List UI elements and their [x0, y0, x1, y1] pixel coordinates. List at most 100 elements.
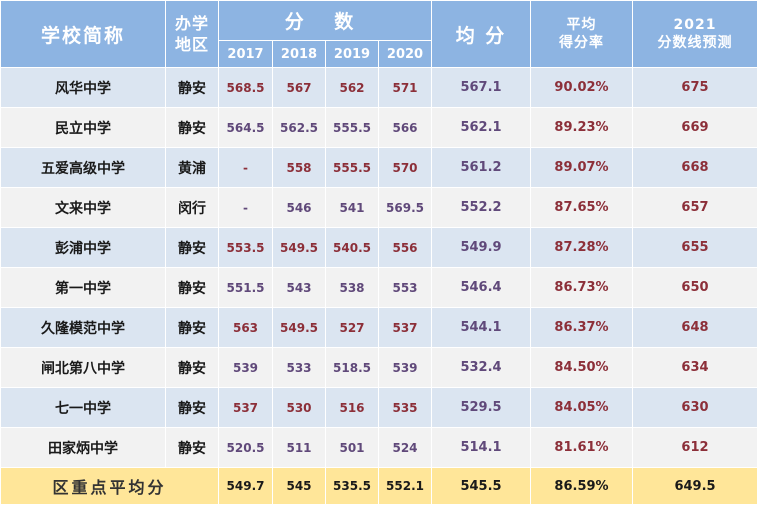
score-2017: 551.5 — [218, 267, 273, 308]
district: 静安 — [165, 427, 219, 468]
average-score: 562.1 — [431, 107, 531, 148]
score-2020: 553 — [378, 267, 432, 308]
district: 静安 — [165, 227, 219, 268]
score-2020: 569.5 — [378, 187, 432, 228]
prediction-2021: 675 — [632, 67, 758, 108]
school-name: 七一中学 — [0, 387, 166, 428]
header-rate-line2: 得分率 — [559, 35, 604, 51]
district: 静安 — [165, 107, 219, 148]
district: 静安 — [165, 67, 219, 108]
school-name: 闸北第八中学 — [0, 347, 166, 388]
score-2019: 555.5 — [325, 107, 379, 148]
header-scores: 分 数 — [218, 0, 432, 41]
school-name: 彭浦中学 — [0, 227, 166, 268]
table-row: 文来中学 闵行 -546 541 569.5 552.2 87.65% 657 — [0, 187, 758, 228]
score-2017: 537 — [218, 387, 273, 428]
score-2020: 566 — [378, 107, 432, 148]
prediction-2021: 655 — [632, 227, 758, 268]
score-2018: 567 — [272, 67, 326, 108]
table-row: 民立中学 静安 564.5 562.5 555.5 566 562.1 89.23% 669 — [0, 107, 758, 148]
average-score: 532.4 — [431, 347, 531, 388]
score-2017: 520.5 — [218, 427, 273, 468]
score-2018: 562.5 — [272, 107, 326, 148]
score-2019: 516 — [325, 387, 379, 428]
footer-row: 区重点平均分 549.7 545 535.5 552.1 545.5 86.59… — [0, 467, 758, 505]
table-row: 彭浦中学 静安 553.5 549.5 540.5 556 549.9 87.28% 655 — [0, 227, 758, 268]
score-2020: 556 — [378, 227, 432, 268]
table-row: 五爱高级中学 黄浦 -558 555.5 570 561.2 89.07% 668 — [0, 147, 758, 188]
average-score: 544.1 — [431, 307, 531, 348]
table-body: 风华中学 静安 568.5 567 562 571 567.1 90.02% 675 民立中学 静安… — [0, 67, 758, 468]
score-rate: 87.65% — [530, 187, 633, 228]
score-2020: 571 — [378, 67, 432, 108]
average-score: 514.1 — [431, 427, 531, 468]
score-2018: 549.5 — [272, 227, 326, 268]
score-rate: 86.37% — [530, 307, 633, 348]
header-rate-line1: 平均 — [566, 17, 597, 33]
header-district-line1: 办学 — [174, 14, 209, 33]
footer-average: 545.5 — [431, 467, 531, 505]
table-row: 风华中学 静安 568.5 567 562 571 567.1 90.02% 675 — [0, 67, 758, 108]
school-name: 第一中学 — [0, 267, 166, 308]
prediction-2021: 669 — [632, 107, 758, 148]
score-2017: 539 — [218, 347, 273, 388]
score-2019: 541 — [325, 187, 379, 228]
district: 静安 — [165, 267, 219, 308]
table-row: 闸北第八中学 静安 539 533 518.5 539 532.4 84.50% 634 — [0, 347, 758, 388]
footer-prediction: 649.5 — [632, 467, 758, 505]
score-2018: 511 — [272, 427, 326, 468]
table-row: 久隆模范中学 静安 563 549.5 527 537 544.1 86.37% 648 — [0, 307, 758, 348]
header-prediction-line1: 2021 — [673, 17, 717, 33]
footer-label: 区重点平均分 — [0, 467, 219, 505]
average-score: 561.2 — [431, 147, 531, 188]
table-row: 第一中学 静安 551.5 543 538 553 546.4 86.73% 650 — [0, 267, 758, 308]
average-score: 552.2 — [431, 187, 531, 228]
score-2018: 549.5 — [272, 307, 326, 348]
school-name: 久隆模范中学 — [0, 307, 166, 348]
score-2019: 527 — [325, 307, 379, 348]
score-2017: 563 — [218, 307, 273, 348]
score-2020: 539 — [378, 347, 432, 388]
score-2017: 553.5 — [218, 227, 273, 268]
footer-rate: 86.59% — [530, 467, 633, 505]
score-2018: 543 — [272, 267, 326, 308]
score-2019: 538 — [325, 267, 379, 308]
school-name: 风华中学 — [0, 67, 166, 108]
score-2018: 533 — [272, 347, 326, 388]
district: 闵行 — [165, 187, 219, 228]
district: 黄浦 — [165, 147, 219, 188]
score-2017: 568.5 — [218, 67, 273, 108]
header-row-top: 学校简称 办学 地区 分 数 均 分 平均 得分率 2021 分数线预测 — [0, 0, 758, 68]
score-2020: 537 — [378, 307, 432, 348]
score-2020: 535 — [378, 387, 432, 428]
table-row: 田家炳中学 静安 520.5 511 501 524 514.1 81.61% 612 — [0, 427, 758, 468]
score-rate: 89.07% — [530, 147, 633, 188]
district: 静安 — [165, 387, 219, 428]
score-rate: 81.61% — [530, 427, 633, 468]
prediction-2021: 650 — [632, 267, 758, 308]
prediction-2021: 648 — [632, 307, 758, 348]
prediction-2021: 668 — [632, 147, 758, 188]
score-2019: 518.5 — [325, 347, 379, 388]
score-2019: 501 — [325, 427, 379, 468]
header-year-2018: 2018 — [272, 40, 326, 68]
footer-score-2018: 545 — [272, 467, 326, 505]
score-2019: 562 — [325, 67, 379, 108]
prediction-2021: 630 — [632, 387, 758, 428]
score-2019: 540.5 — [325, 227, 379, 268]
header-year-2017: 2017 — [218, 40, 273, 68]
footer-score-2020: 552.1 — [378, 467, 432, 505]
score-rate: 89.23% — [530, 107, 633, 148]
score-2017: 564.5 — [218, 107, 273, 148]
header-district-line2: 地区 — [174, 35, 209, 54]
score-rate: 87.28% — [530, 227, 633, 268]
district: 静安 — [165, 347, 219, 388]
school-name: 文来中学 — [0, 187, 166, 228]
score-rate: 86.73% — [530, 267, 633, 308]
prediction-2021: 612 — [632, 427, 758, 468]
average-score: 529.5 — [431, 387, 531, 428]
average-score: 567.1 — [431, 67, 531, 108]
average-score: 549.9 — [431, 227, 531, 268]
score-2017: - — [218, 187, 273, 228]
